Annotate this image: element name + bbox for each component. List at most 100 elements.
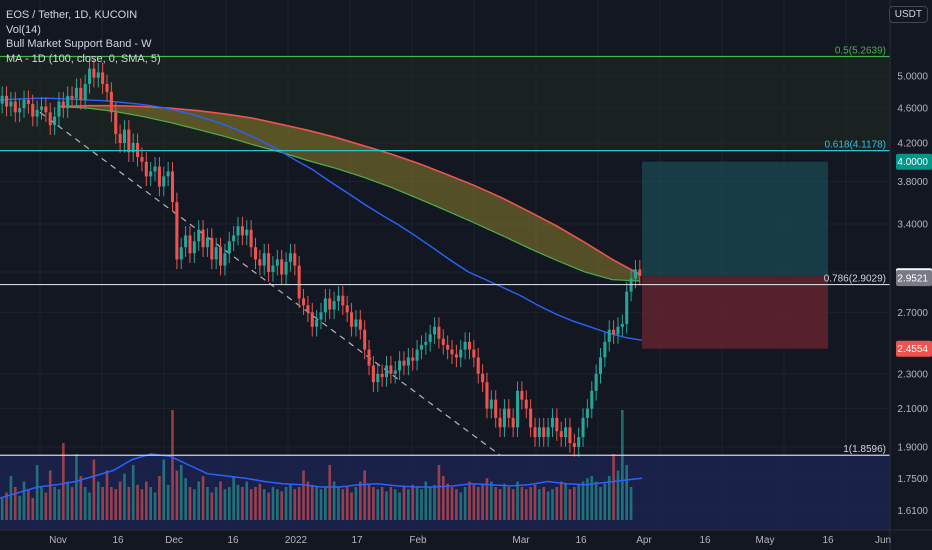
candle-body <box>166 171 170 177</box>
candle-body <box>44 106 48 113</box>
candle-body <box>74 87 78 99</box>
candle-body <box>179 247 183 260</box>
candle-body <box>162 176 166 187</box>
price-badge <box>896 340 932 357</box>
price-badge-label: 2.4554 <box>897 344 928 355</box>
candle-body <box>393 370 397 374</box>
volume-bar <box>310 484 314 520</box>
volume-bar <box>450 487 454 520</box>
volume-bar <box>345 487 349 520</box>
candle-body <box>271 265 275 272</box>
candle-body <box>31 104 35 117</box>
candle-body <box>612 329 616 335</box>
candle-body <box>481 373 485 383</box>
candle-body <box>380 373 384 378</box>
candle-body <box>437 326 441 339</box>
volume-bar <box>367 484 371 520</box>
volume-bar <box>13 487 17 520</box>
volume-bar <box>166 484 170 520</box>
candle-body <box>371 365 375 383</box>
candle-body <box>419 344 423 350</box>
volume-bar <box>358 481 362 520</box>
x-tick-label: Jun <box>875 535 891 546</box>
candle-body <box>546 427 550 438</box>
volume-bar <box>123 473 126 520</box>
volume-bar <box>175 470 179 520</box>
candle-body <box>70 95 74 99</box>
currency-button[interactable]: USDT <box>888 6 928 23</box>
volume-bar <box>267 492 270 520</box>
candle-body <box>524 399 528 409</box>
candle-body <box>153 166 157 172</box>
volume-bar <box>380 487 384 520</box>
volume-bar <box>44 492 48 520</box>
candle-body <box>454 354 458 358</box>
candle-body <box>625 291 629 324</box>
candle-body <box>424 341 428 345</box>
candle-body <box>105 83 109 92</box>
volume-bar <box>599 487 602 520</box>
candle-body <box>498 417 502 428</box>
candle-body <box>79 87 83 100</box>
volume-bar <box>594 481 598 520</box>
volume-bar <box>332 481 336 520</box>
candle-body <box>262 253 266 266</box>
volume-bar <box>232 476 235 520</box>
candle-body <box>542 427 546 438</box>
volume-bar <box>293 489 297 520</box>
candle-body <box>88 68 92 84</box>
volume-bar <box>542 487 546 520</box>
candle-body <box>39 106 44 110</box>
volume-ma-line <box>0 453 643 499</box>
candle-body <box>433 326 437 335</box>
volume-bar <box>236 484 240 520</box>
volume-bar <box>92 459 96 520</box>
volume-bar <box>48 470 52 520</box>
volume-bar <box>607 476 611 520</box>
candle-body <box>223 253 227 266</box>
volume-bar <box>551 489 554 520</box>
x-tick-label: Nov <box>49 535 67 546</box>
volume-bar <box>420 489 423 520</box>
volume-bar <box>179 465 183 520</box>
volume-bar <box>105 470 109 520</box>
candle-body <box>581 417 585 438</box>
volume-bar <box>590 476 594 520</box>
candle-body <box>240 226 244 236</box>
volume-bar <box>398 492 401 520</box>
candle-body <box>18 108 22 113</box>
volume-bar <box>577 484 580 520</box>
candle-body <box>616 326 620 335</box>
candle-body <box>184 235 188 248</box>
volume-bar <box>18 495 21 520</box>
volume-bar <box>402 487 406 520</box>
x-tick-label: 16 <box>575 535 587 546</box>
fib-level-label: 0.618(4.1178) <box>824 140 886 151</box>
volume-bar <box>389 487 393 520</box>
candle-body <box>398 360 402 371</box>
volume-bar <box>441 476 445 520</box>
volume-bar <box>363 470 366 520</box>
fib-level-label: 1(1.8596) <box>843 444 886 455</box>
candle-body <box>144 161 148 177</box>
volume-bar <box>472 484 476 520</box>
volume-bar <box>428 487 432 520</box>
volume-bar <box>0 498 4 520</box>
volume-bar <box>254 487 257 520</box>
candle-body <box>564 427 568 438</box>
candle-body <box>550 417 554 428</box>
x-tick-label: 17 <box>351 535 363 546</box>
volume-bar <box>503 483 506 520</box>
volume-bar <box>96 481 100 520</box>
volume-bar <box>494 487 498 520</box>
candle-body <box>131 143 135 153</box>
candle-body <box>594 373 598 391</box>
candle-body <box>253 247 258 260</box>
volume-bar <box>219 481 222 520</box>
candle-body <box>620 323 624 327</box>
candle-body <box>227 241 231 254</box>
candle-body <box>363 329 367 350</box>
volume-bar <box>206 487 209 520</box>
candle-body <box>411 357 415 361</box>
